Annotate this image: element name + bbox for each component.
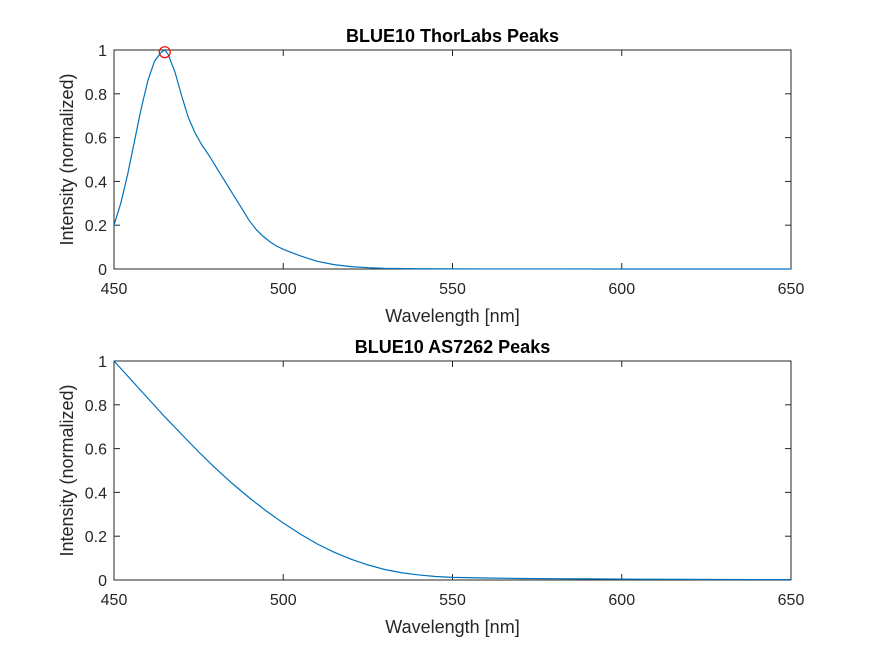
chart1-x-tick-label: 450	[101, 281, 128, 298]
chart1-series-line-1	[113, 49, 791, 270]
chart1-title: BLUE10 ThorLabs Peaks	[346, 26, 559, 46]
chart2-x-tick-label: 650	[778, 592, 805, 609]
chart1-y-tick-label: 1	[98, 43, 107, 60]
chart1-y-tick-label: 0.8	[85, 87, 107, 104]
chart2-x-axis-label: Wavelength [nm]	[385, 617, 519, 637]
chart2-series-line-1	[113, 360, 791, 581]
chart2-y-tick-label: 0.2	[85, 529, 107, 546]
chart1-y-tick-label: 0.6	[85, 131, 107, 148]
chart1-x-tick-label: 500	[270, 281, 297, 298]
chart2-x-tick-label: 550	[439, 592, 466, 609]
chart1-x-tick-label: 600	[608, 281, 635, 298]
chart2-y-tick-label: 0.4	[85, 485, 107, 502]
chart2-x-tick-label: 500	[270, 592, 297, 609]
chart2-x-tick-label: 450	[101, 592, 128, 609]
chart1-x-axis-label: Wavelength [nm]	[385, 306, 519, 326]
chart1-y-tick-label: 0	[98, 262, 107, 279]
chart2-group: 450 500 550 600 650 0 0.2 0.4 0.6 0.8 1 BLUE10 AS72…	[57, 337, 804, 637]
chart1-y-axis-label: Intensity (normalized)	[57, 73, 77, 245]
chart2-title: BLUE10 AS7262 Peaks	[355, 337, 550, 357]
chart2-y-tick-label: 0.8	[85, 398, 107, 415]
chart2-y-tick-label: 0	[98, 573, 107, 590]
chart1-group: 450 500 550 600 650 0 0.2 0.4 0.6 0.8 1 BLUE10 Thor…	[57, 26, 804, 326]
chart2-y-tick-label: 1	[98, 354, 107, 371]
chart2-x-tick-label: 600	[608, 592, 635, 609]
chart1-peak-marker	[158, 46, 171, 59]
chart1-x-tick-label: 550	[439, 281, 466, 298]
chart1-x-tick-label: 650	[778, 281, 805, 298]
chart1-y-tick-label: 0.4	[85, 174, 107, 191]
chart1-y-tick-label: 0.2	[85, 218, 107, 235]
chart2-y-tick-label: 0.6	[85, 442, 107, 459]
chart2-y-axis-label: Intensity (normalized)	[57, 384, 77, 556]
